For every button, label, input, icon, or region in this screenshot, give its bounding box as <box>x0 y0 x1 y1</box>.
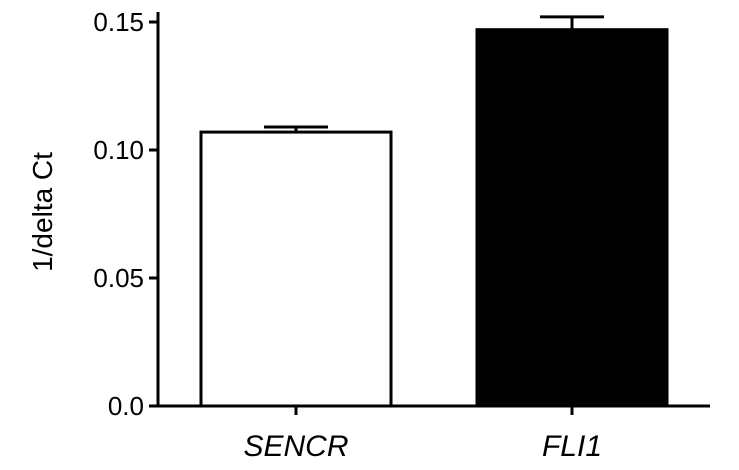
axes-group <box>156 12 710 408</box>
y-tick-label: 0.0 <box>108 391 144 421</box>
x-tick-label-fli1: FLI1 <box>542 430 602 463</box>
y-tick-label: 0.05 <box>93 263 144 293</box>
x-tick-label-sencr: SENCR <box>243 430 348 463</box>
bar-fli1 <box>475 28 669 408</box>
y-ticks-group: 0.0 0.05 0.10 0.15 <box>93 7 158 421</box>
y-tick-label: 0.10 <box>93 135 144 165</box>
x-ticks-group: SENCR FLI1 <box>243 406 602 463</box>
bar-sencr <box>199 130 393 408</box>
y-axis-title: 1/delta Ct <box>27 152 58 272</box>
y-tick-label: 0.15 <box>93 7 144 37</box>
error-bars-group <box>264 15 604 133</box>
bars-group <box>199 28 669 408</box>
